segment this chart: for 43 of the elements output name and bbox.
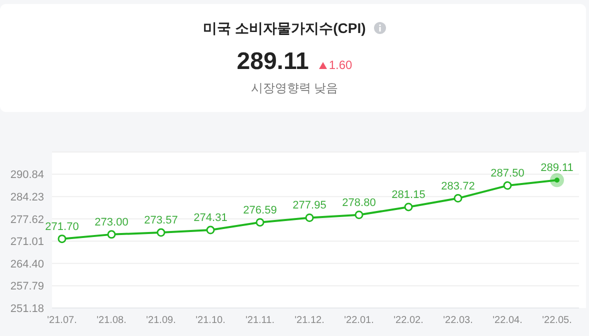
data-label: 273.00 (94, 216, 128, 228)
point (503, 181, 512, 190)
data-label: 273.57 (144, 214, 178, 227)
x-tick-label: '21.12. (294, 315, 324, 326)
y-tick-label: 284.23 (10, 191, 44, 204)
chart-title: 미국 소비자물가지수(CPI) (203, 20, 366, 36)
x-tick-label: '22.04. (492, 315, 522, 326)
data-label: 278.80 (342, 196, 376, 209)
y-tick-label: 290.84 (10, 169, 44, 182)
x-tick-label: '21.10. (196, 315, 226, 326)
data-label: 271.70 (45, 220, 79, 233)
x-tick-label: '22.05. (542, 315, 572, 326)
x-tick-label: '21.09. (146, 315, 176, 326)
point (256, 218, 264, 227)
y-tick-label: 271.01 (10, 236, 44, 248)
x-tick-label: '21.07. (47, 315, 77, 326)
data-label: 281.15 (392, 188, 426, 201)
data-label: 287.50 (490, 168, 524, 180)
point (454, 194, 462, 203)
x-tick-label: '22.01. (344, 315, 374, 326)
point (206, 226, 215, 234)
point (156, 228, 166, 237)
point (305, 213, 314, 222)
data-label: 289.11 (540, 162, 574, 174)
x-tick-label: '22.03. (443, 315, 473, 326)
x-tick-label: '21.11. (246, 315, 274, 326)
y-tick-label: 251.18 (10, 302, 44, 315)
data-label: 276.59 (243, 204, 277, 216)
point (404, 202, 413, 212)
y-tick-label: 257.79 (10, 280, 44, 293)
data-label: 283.72 (441, 180, 475, 192)
y-tick-label: 264.40 (10, 258, 44, 270)
point (58, 234, 66, 244)
x-tick-label: '21.08. (96, 315, 126, 326)
data-label: 277.95 (292, 200, 326, 212)
point (354, 210, 364, 220)
x-tick-label: '22.02. (394, 315, 424, 326)
text: 시장영향력 낮음 (250, 80, 340, 97)
data-label: 274.31 (194, 212, 228, 224)
y-tick-label: 277.62 (10, 214, 44, 226)
text: 1.60 (328, 58, 352, 72)
point (107, 230, 116, 239)
text: 289.11 (236, 48, 309, 75)
